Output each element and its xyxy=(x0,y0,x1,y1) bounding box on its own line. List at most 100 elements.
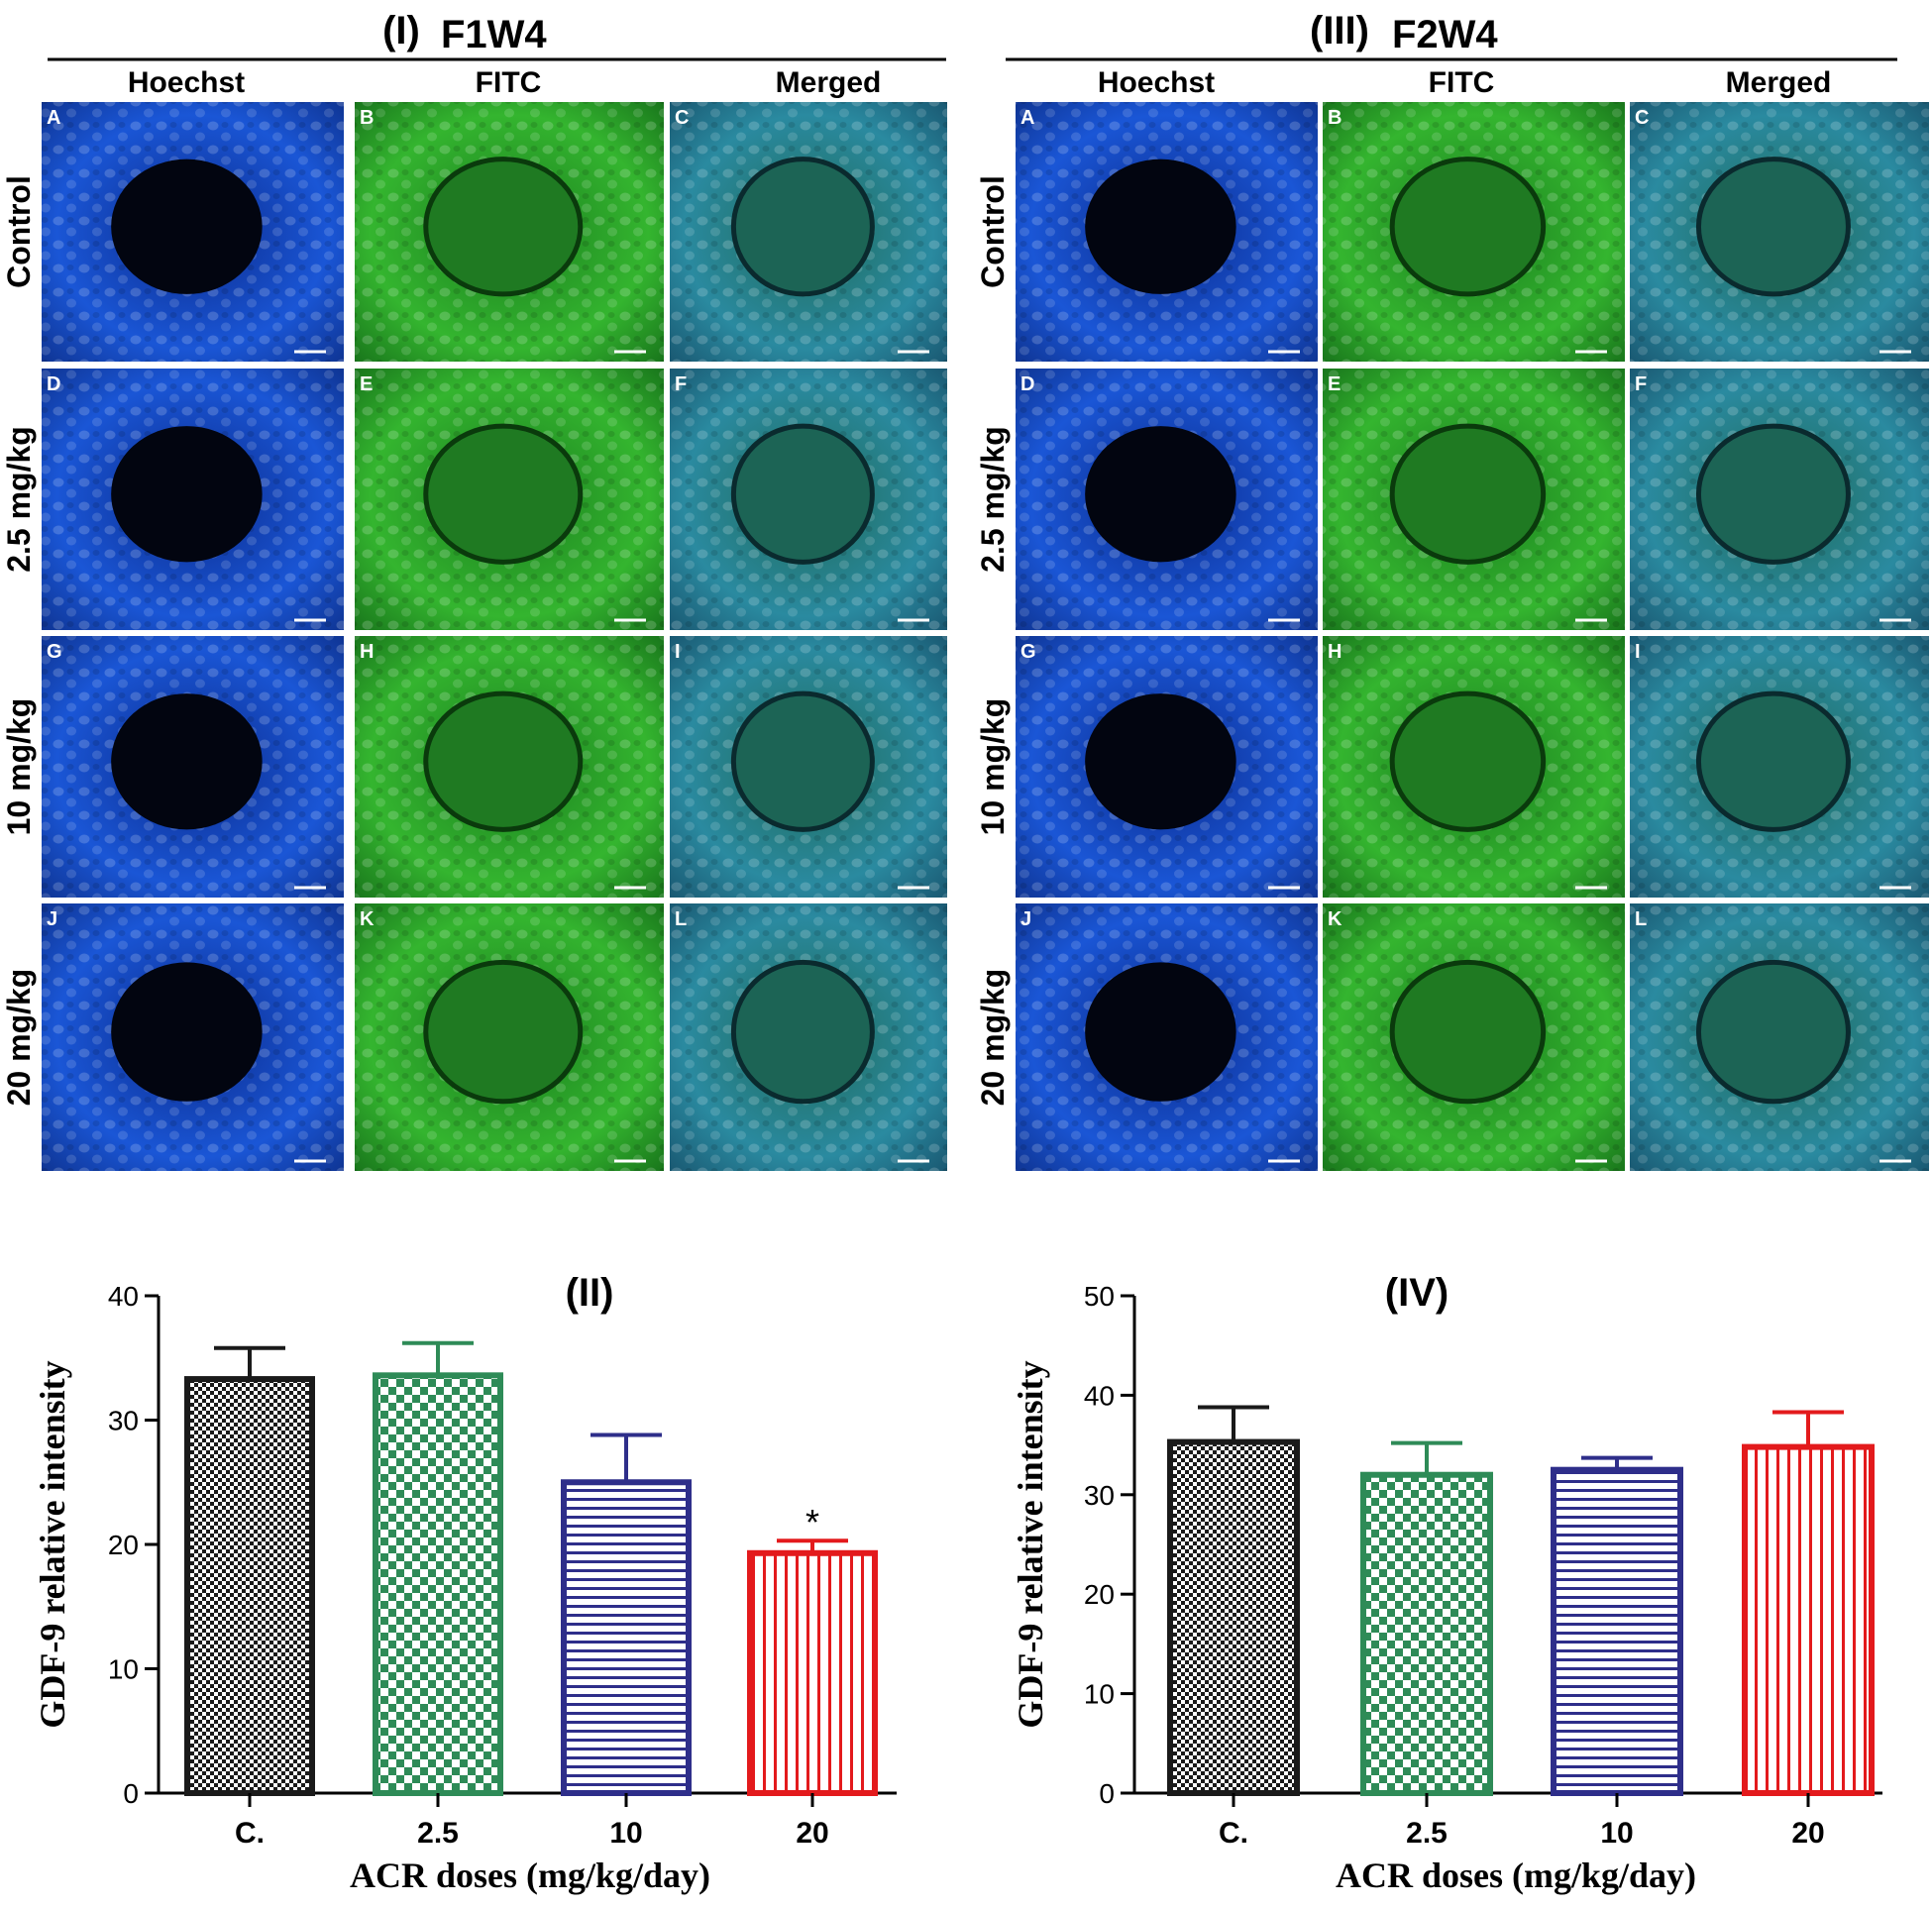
oocyte xyxy=(730,959,875,1105)
y-axis-label: GDF-9 relative intensity xyxy=(1011,1360,1050,1728)
panel-title: F1W4 xyxy=(441,13,547,56)
x-tick-label: 2.5 xyxy=(417,1817,459,1850)
oocyte xyxy=(1085,426,1236,563)
tile-letter: D xyxy=(1020,373,1034,395)
tile-letter: H xyxy=(1328,641,1342,663)
tile-letter: B xyxy=(1328,107,1342,129)
tile-letter: K xyxy=(1328,908,1342,930)
row-label: Control xyxy=(975,175,1011,288)
oocyte xyxy=(111,426,263,563)
column-header: FITC xyxy=(1429,66,1495,99)
oocyte xyxy=(111,962,263,1102)
bar xyxy=(373,1372,503,1796)
y-tick-label: 20 xyxy=(108,1530,139,1560)
y-tick-label: 40 xyxy=(1084,1380,1115,1411)
tile-letter: I xyxy=(1635,641,1641,663)
row-label: 2.5 mg/kg xyxy=(975,426,1011,573)
y-tick-label: 50 xyxy=(1084,1281,1115,1312)
oocyte xyxy=(1695,157,1851,297)
tile-letter: F xyxy=(1635,373,1647,395)
micrograph-tile: G xyxy=(1016,636,1318,898)
tile-letter: L xyxy=(1635,908,1647,930)
tile-letter: C xyxy=(675,107,689,129)
oocyte xyxy=(1085,962,1236,1102)
column-header: Hoechst xyxy=(128,66,245,99)
column-header: Hoechst xyxy=(1098,66,1215,99)
tile-letter: H xyxy=(360,641,374,663)
micrograph-tile: A xyxy=(42,102,344,362)
column-header: FITC xyxy=(476,66,542,99)
tile-letter: E xyxy=(1328,373,1341,395)
micrograph-tile: L xyxy=(670,903,947,1171)
oocyte xyxy=(111,159,263,294)
micrograph-tile: B xyxy=(1323,102,1625,362)
row-label: 10 mg/kg xyxy=(975,698,1011,836)
row-label: 20 mg/kg xyxy=(975,969,1011,1107)
row-label: 2.5 mg/kg xyxy=(1,426,37,573)
micrograph-tile: F xyxy=(670,369,947,630)
bar xyxy=(747,1549,878,1797)
tile-letter: J xyxy=(1020,908,1031,930)
oocyte xyxy=(111,693,263,830)
tile-letter: A xyxy=(47,107,60,129)
micrograph-tile: F xyxy=(1630,369,1929,630)
bar-chart-1: 0 10 20 30 40 C. 2.5 10 20 * (II) GDF-9 relative in… xyxy=(33,1271,897,1895)
column-header: Merged xyxy=(1726,66,1832,99)
oocyte xyxy=(730,423,875,565)
micrograph-tile: L xyxy=(1630,903,1929,1171)
oocyte xyxy=(1695,959,1851,1105)
y-axis-label: GDF-9 relative intensity xyxy=(33,1360,72,1728)
tile-letter: I xyxy=(675,641,681,663)
panel-heading: (III) xyxy=(1310,9,1369,53)
x-tick-label: 20 xyxy=(796,1817,828,1850)
oocyte xyxy=(1389,423,1547,565)
micrograph-tile: B xyxy=(355,102,664,362)
oocyte xyxy=(1695,690,1851,832)
micrograph-tile: K xyxy=(355,903,664,1171)
x-tick-label: 10 xyxy=(609,1817,642,1850)
oocyte xyxy=(423,959,584,1105)
micrograph-tile: D xyxy=(42,369,344,630)
x-tick-label: 2.5 xyxy=(1406,1817,1448,1850)
chart-panel-label: (IV) xyxy=(1385,1271,1449,1315)
bar xyxy=(561,1479,692,1796)
tile-letter: J xyxy=(47,908,57,930)
tile-letter: B xyxy=(360,107,374,129)
bar xyxy=(184,1376,315,1796)
micrograph-tile: E xyxy=(355,369,664,630)
y-tick-label: 0 xyxy=(123,1778,139,1809)
y-tick-label: 40 xyxy=(108,1281,139,1312)
significance-marker: * xyxy=(805,1502,819,1542)
oocyte xyxy=(1695,423,1851,565)
oocyte xyxy=(1389,959,1547,1105)
y-tick-label: 30 xyxy=(1084,1480,1115,1511)
micrograph-tile: J xyxy=(42,903,344,1171)
oocyte xyxy=(423,157,584,297)
micrograph-tile: I xyxy=(1630,636,1929,898)
panel-heading: (I) xyxy=(382,9,420,53)
y-tick-label: 30 xyxy=(108,1406,139,1436)
oocyte xyxy=(423,690,584,832)
oocyte xyxy=(1389,690,1547,832)
bar-chart-2: 0 10 20 30 40 50 C. 2.5 10 20 (IV) GDF-9 relative i… xyxy=(1011,1271,1882,1895)
oocyte xyxy=(730,157,875,297)
tile-letter: A xyxy=(1020,107,1034,129)
micrograph-tile: K xyxy=(1323,903,1625,1171)
micrograph-tile: E xyxy=(1323,369,1625,630)
micrograph-tile: J xyxy=(1016,903,1318,1171)
tile-letter: K xyxy=(360,908,375,930)
bar xyxy=(1551,1466,1683,1796)
micrograph-tile: C xyxy=(670,102,947,362)
row-label: 20 mg/kg xyxy=(1,969,37,1107)
micrograph-panel-2: (III) F2W4 Hoechst FITC Merged Control A B C 2.5 … xyxy=(975,9,1929,1171)
x-tick-label: 10 xyxy=(1600,1817,1633,1850)
y-tick-label: 0 xyxy=(1099,1778,1115,1809)
chart-panel-label: (II) xyxy=(566,1271,614,1315)
y-tick-label: 10 xyxy=(108,1654,139,1685)
micrograph-tile: G xyxy=(42,636,344,898)
x-axis-label: ACR doses (mg/kg/day) xyxy=(350,1856,710,1895)
oocyte xyxy=(1085,159,1236,294)
micrograph-tile: H xyxy=(1323,636,1625,898)
oocyte xyxy=(1389,157,1547,297)
